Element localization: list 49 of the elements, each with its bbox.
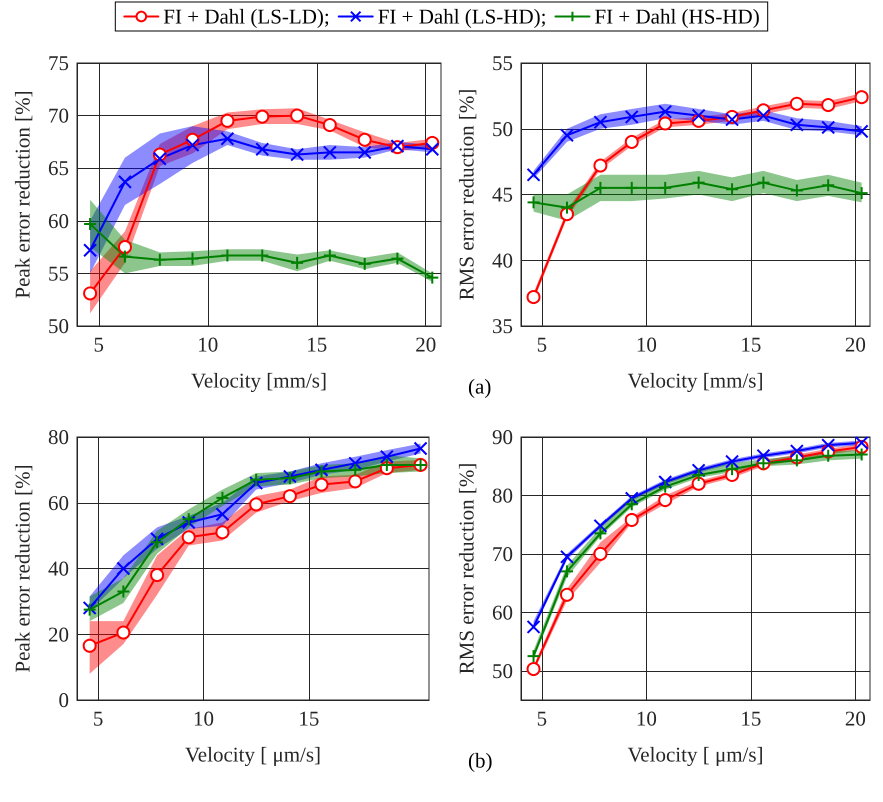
y-tick-label: 40 (48, 556, 69, 580)
x-tick-label: 15 (306, 332, 328, 356)
y-tick-label: 70 (492, 542, 513, 566)
x-tick-label: 20 (415, 332, 436, 356)
y-tick-label: 70 (48, 104, 69, 128)
y-tick-label: 0 (58, 688, 69, 712)
legend-label: FI + Dahl (HS-HD) (594, 4, 760, 28)
y-tick-label: 90 (492, 425, 513, 449)
x-tick-label: 10 (192, 706, 214, 730)
x-axis-title: Velocity [ μm/s] (627, 742, 764, 766)
y-tick-label: 80 (48, 425, 69, 449)
y-axis-title: RMS error reduction [%] (454, 88, 478, 300)
x-axis-title: Velocity [ μm/s] (184, 742, 322, 766)
x-tick-label: 15 (298, 706, 320, 730)
x-tick-label: 5 (94, 332, 104, 356)
y-tick-label: 60 (492, 600, 513, 624)
text: (b) (468, 748, 492, 772)
y-axis-title: Peak error reduction [%] (10, 464, 34, 673)
x-tick-label: 10 (197, 332, 218, 356)
y-tick-label: 40 (492, 248, 513, 272)
y-tick-label: 60 (48, 490, 69, 515)
y-tick-label: 50 (48, 314, 69, 338)
x-tick-label: 10 (636, 332, 657, 356)
y-tick-label: 60 (48, 208, 69, 233)
x-axis-title: Velocity [mm/s] (191, 368, 327, 392)
y-tick-label: 35 (492, 314, 513, 338)
y-tick-label: 65 (48, 156, 69, 180)
y-tick-label: 55 (492, 51, 513, 75)
x-tick-label: 5 (92, 706, 104, 730)
x-tick-label: 5 (536, 706, 548, 730)
x-tick-label: 15 (740, 332, 762, 356)
y-tick-label: 45 (492, 182, 513, 206)
x-tick-label: 5 (536, 332, 548, 356)
y-tick-label: 50 (492, 658, 513, 683)
y-tick-label: 80 (492, 483, 513, 508)
x-tick-label: 20 (844, 332, 866, 356)
y-tick-label: 20 (48, 622, 69, 646)
legend-label: FI + Dahl (LS-HD); (378, 4, 546, 28)
y-tick-label: 50 (492, 116, 513, 141)
y-tick-label: 75 (48, 51, 69, 75)
y-tick-label: 55 (48, 261, 69, 286)
text: (a) (468, 374, 492, 398)
x-axis-title: Velocity [mm/s] (628, 368, 764, 392)
legend-label: FI + Dahl (LS-LD); (163, 4, 330, 28)
x-tick-label: 20 (844, 706, 866, 730)
x-tick-label: 10 (636, 706, 657, 730)
y-axis-title: Peak error reduction [%] (10, 90, 34, 299)
y-axis-title: RMS error reduction [%] (454, 462, 478, 674)
x-tick-label: 15 (740, 706, 762, 730)
